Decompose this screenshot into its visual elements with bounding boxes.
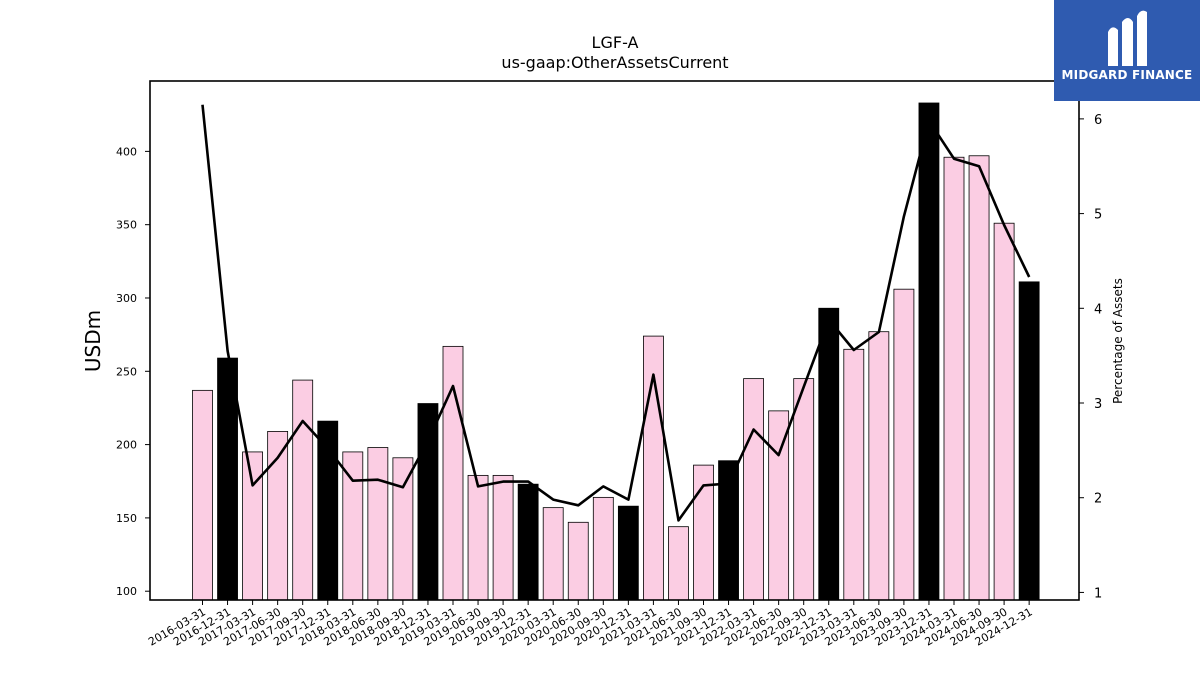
y-tick-label-250: 250: [116, 365, 137, 378]
bar-2024-09-30: [993, 222, 1015, 601]
bar-2021-06-30: [668, 526, 689, 601]
percentage-line: [201, 104, 1031, 522]
y-tick-label-200: 200: [116, 439, 137, 452]
bar-2023-12-31: [918, 102, 940, 601]
bar-2022-12-31: [818, 307, 840, 601]
chart-title: LGF-A: [592, 33, 639, 52]
y2-tick-label-5: 5: [1094, 208, 1102, 223]
plot-frame: [149, 80, 1080, 601]
y-axis-label: USDm: [81, 310, 105, 372]
midgard-finance-logo: MIDGARD FINANCE: [1054, 0, 1200, 101]
chart-subtitle: us-gaap:OtherAssetsCurrent: [501, 53, 728, 72]
bar-2018-12-31: [417, 403, 439, 601]
bar-2019-12-31: [517, 483, 539, 601]
bar-2020-09-30: [592, 496, 614, 601]
y-tick-label-400: 400: [116, 145, 137, 158]
bar-2018-06-30: [367, 447, 389, 601]
bars-layer: [192, 102, 1040, 601]
axes-layer: 1001502002503003504001234562016-03-31201…: [116, 80, 1102, 649]
y2-tick-label-1: 1: [1094, 586, 1102, 601]
logo-mark-icon: [1108, 10, 1147, 67]
y2-tick-label-2: 2: [1094, 492, 1102, 507]
bar-2019-09-30: [492, 474, 514, 601]
y2-tick-label-3: 3: [1094, 397, 1102, 412]
logo-text: MIDGARD FINANCE: [1061, 68, 1193, 82]
y2-tick-label-4: 4: [1094, 302, 1102, 317]
bar-2017-09-30: [292, 379, 314, 601]
bar-2018-09-30: [392, 457, 414, 601]
bar-2022-09-30: [793, 378, 815, 601]
bar-2020-06-30: [567, 521, 589, 601]
bar-2020-12-31: [617, 505, 639, 601]
bar-2020-03-31: [542, 507, 564, 601]
bar-2017-03-31: [242, 451, 264, 601]
bar-2022-03-31: [743, 378, 764, 601]
bar-2023-06-30: [868, 331, 890, 601]
bar-2016-03-31: [192, 389, 213, 601]
bar-2023-03-31: [843, 348, 865, 601]
bar-2019-06-30: [467, 474, 489, 601]
bar-2023-09-30: [893, 288, 915, 601]
line-layer: [201, 104, 1031, 522]
y2-axis-label: Percentage of Assets: [1111, 278, 1125, 404]
bar-2024-03-31: [943, 156, 965, 601]
y-tick-label-300: 300: [116, 292, 137, 305]
y-tick-label-150: 150: [116, 512, 137, 525]
y2-tick-label-6: 6: [1094, 113, 1102, 128]
bar-2019-03-31: [442, 345, 464, 601]
bar-2024-06-30: [968, 155, 990, 601]
y-tick-label-350: 350: [116, 219, 137, 232]
bar-2018-03-31: [342, 451, 364, 601]
y-tick-label-100: 100: [116, 585, 137, 598]
bar-2024-12-31: [1018, 281, 1040, 601]
